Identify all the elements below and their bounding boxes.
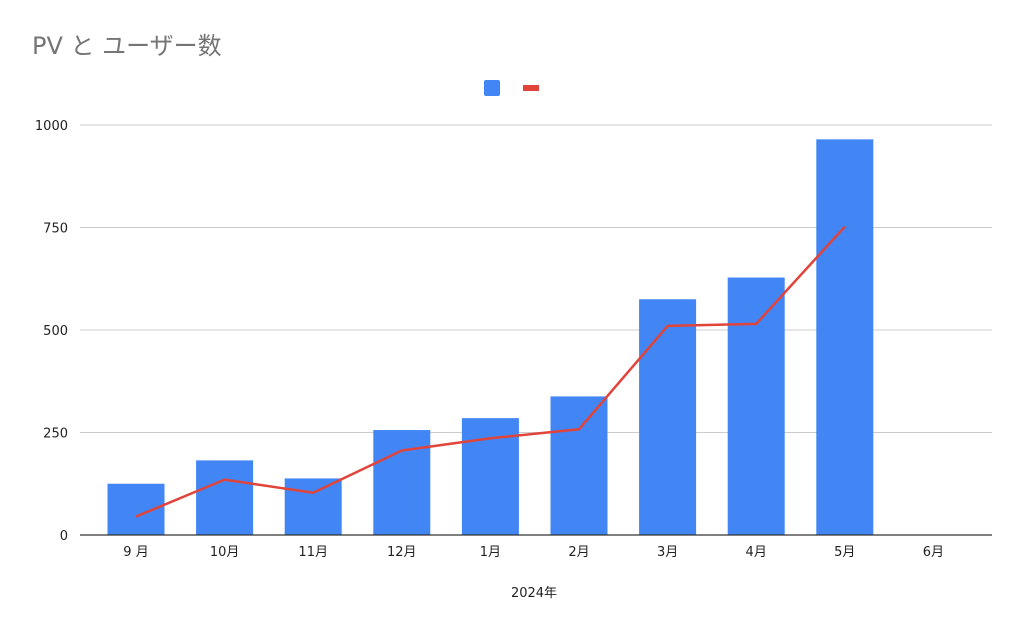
x-axis-title: 2024年 bbox=[511, 586, 557, 601]
y-tick-label: 250 bbox=[43, 427, 68, 442]
legend bbox=[484, 80, 539, 96]
bar bbox=[284, 478, 342, 535]
y-tick-label: 1000 bbox=[35, 119, 68, 134]
line-series-path bbox=[135, 225, 846, 518]
y-tick-label: 750 bbox=[43, 222, 68, 237]
y-tick-label: 0 bbox=[60, 529, 68, 544]
legend-swatch-line bbox=[523, 85, 539, 91]
y-tick-label: 500 bbox=[43, 324, 68, 339]
line-series bbox=[135, 225, 846, 518]
bar bbox=[816, 139, 874, 535]
x-tick-label: 3月 bbox=[657, 545, 678, 560]
x-tick-label: 5月 bbox=[834, 545, 855, 560]
bar bbox=[196, 460, 254, 535]
x-axis-ticks: 9 月 10月 11月 12月 1月 2月 3月 4月 5月 6月 bbox=[123, 545, 944, 560]
bar bbox=[639, 299, 697, 535]
bar bbox=[373, 430, 431, 535]
bar-series bbox=[107, 139, 874, 535]
x-tick-label: 2月 bbox=[568, 545, 589, 560]
y-axis-ticks: 0 250 500 750 1000 bbox=[35, 119, 68, 544]
bar bbox=[550, 396, 608, 535]
chart-title: PV と ユーザー数 bbox=[32, 32, 222, 60]
x-tick-label: 6月 bbox=[923, 545, 944, 560]
x-tick-label: 1月 bbox=[480, 545, 501, 560]
x-tick-label: 9 月 bbox=[123, 545, 148, 560]
x-tick-label: 11月 bbox=[298, 545, 328, 560]
x-tick-label: 10月 bbox=[210, 545, 240, 560]
legend-swatch-bar bbox=[484, 80, 500, 96]
x-tick-label: 12月 bbox=[387, 545, 417, 560]
bar bbox=[727, 277, 785, 535]
x-tick-label: 4月 bbox=[746, 545, 767, 560]
